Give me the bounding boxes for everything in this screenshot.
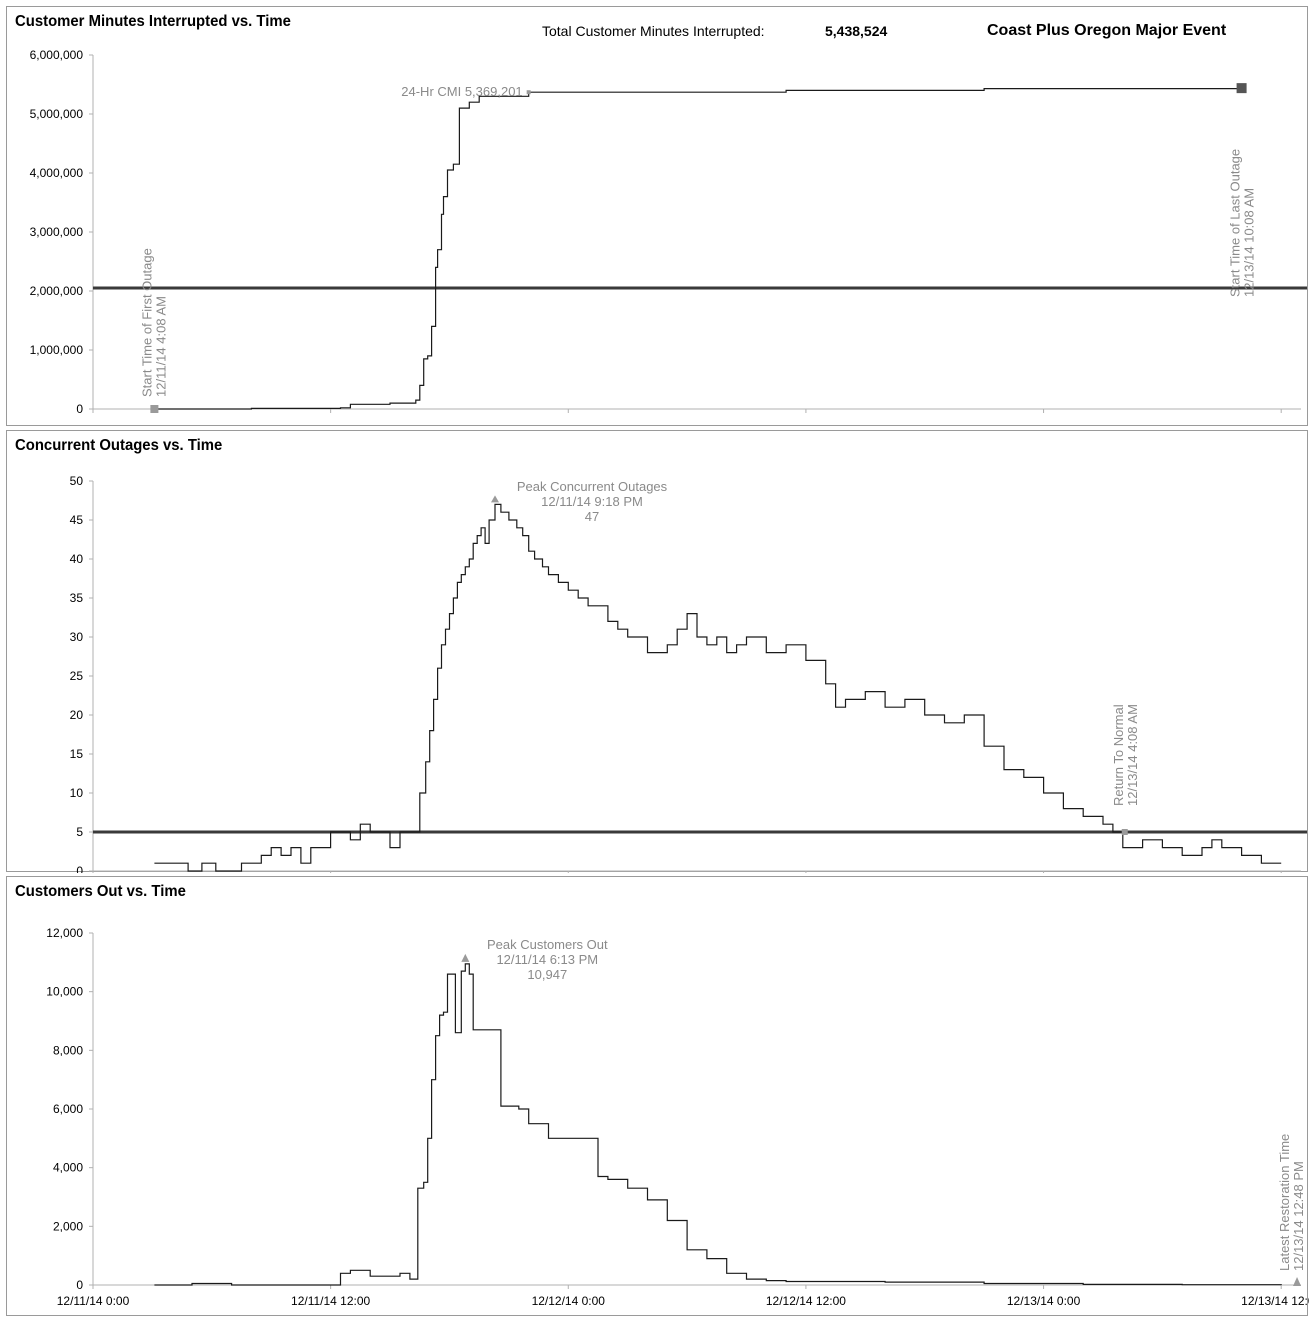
cmi-y-tick-label: 6,000,000 bbox=[30, 48, 84, 62]
customers-out-y-tick-label: 6,000 bbox=[53, 1102, 83, 1116]
cmi-chart-title: Customer Minutes Interrupted vs. Time bbox=[15, 13, 291, 30]
peak-concurrent-label: Peak Concurrent Outages bbox=[517, 479, 668, 494]
cmi-24hr-marker bbox=[526, 90, 531, 95]
cmi-chart-panel: Customer Minutes Interrupted vs. Time To… bbox=[6, 6, 1308, 426]
latest-restoration-annotation-text: 12/13/14 12:48 PM bbox=[1291, 1161, 1306, 1271]
concurrent-y-tick-label: 15 bbox=[70, 747, 84, 761]
concurrent-outages-chart-plot: 0 5 10 15 20 25 30 35 40 45 50 Peak Concurrent Outa… bbox=[70, 474, 1307, 873]
cmi-y-tick-label: 5,000,000 bbox=[30, 107, 84, 121]
cmi-chart-plot: 0 1,000,000 2,000,000 3,000,000 4,000,000 5,0… bbox=[30, 48, 1307, 416]
cmi-y-tick-label: 3,000,000 bbox=[30, 225, 84, 239]
customers-out-chart-panel: Customers Out vs. Time 0 2,000 4,000 6,000 8… bbox=[6, 876, 1309, 1316]
concurrent-outages-chart-title: Concurrent Outages vs. Time bbox=[15, 437, 223, 454]
customers-out-y-tick-label: 2,000 bbox=[53, 1219, 83, 1233]
first-outage-annotation-text: 12/11/14 4:08 AM bbox=[153, 296, 168, 397]
concurrent-y-tick-label: 10 bbox=[70, 786, 84, 800]
customers-out-chart-plot: 0 2,000 4,000 6,000 8,000 10,000 12,000 12/11/1… bbox=[46, 926, 1309, 1308]
first-outage-annotation: Start Time of First Outage 12/11/14 4:08 … bbox=[139, 248, 168, 397]
peak-concurrent-marker bbox=[491, 495, 500, 503]
concurrent-y-tick-label: 35 bbox=[70, 591, 84, 605]
x-tick-label: 12/12/14 0:00 bbox=[532, 1294, 606, 1308]
concurrent-y-tick-label: 25 bbox=[70, 669, 84, 683]
last-outage-annotation: Start Time of Last Outage 12/13/14 10:08 … bbox=[1228, 149, 1257, 297]
first-outage-marker bbox=[150, 405, 159, 413]
return-to-normal-marker bbox=[1121, 829, 1128, 835]
peak-concurrent-label: 12/11/14 9:18 PM bbox=[541, 494, 643, 509]
peak-customers-label: 10,947 bbox=[527, 967, 567, 982]
last-outage-annotation-text: Start Time of Last Outage bbox=[1228, 149, 1243, 297]
x-tick-label: 12/13/14 0:00 bbox=[1007, 1294, 1081, 1308]
latest-restoration-annotation: Latest Restoration Time 12/13/14 12:48 PM bbox=[1277, 1134, 1306, 1271]
cmi-y-tick-label: 2,000,000 bbox=[30, 284, 84, 298]
concurrent-y-tick-label: 45 bbox=[70, 513, 84, 527]
concurrent-outages-chart-panel: Concurrent Outages vs. Time 0 5 10 15 20 25 30… bbox=[6, 430, 1308, 873]
return-to-normal-annotation: Return To Normal 12/13/14 4:08 AM bbox=[1111, 704, 1140, 806]
first-outage-annotation-text: Start Time of First Outage bbox=[139, 248, 154, 397]
cmi-y-tick-label: 0 bbox=[76, 402, 83, 416]
customers-out-y-tick-label: 12,000 bbox=[46, 926, 83, 940]
x-tick-label: 12/13/14 12:00 bbox=[1241, 1294, 1309, 1308]
cmi-series-line bbox=[154, 88, 1243, 410]
concurrent-y-tick-label: 30 bbox=[70, 630, 84, 644]
cmi-24hr-label: 24-Hr CMI 5,369,201 bbox=[401, 84, 522, 99]
peak-customers-label: 12/11/14 6:13 PM bbox=[496, 952, 598, 967]
concurrent-y-tick-label: 20 bbox=[70, 708, 84, 722]
peak-customers-marker bbox=[461, 953, 470, 962]
total-cmi-label: Total Customer Minutes Interrupted: bbox=[542, 23, 765, 39]
x-tick-label: 12/11/14 0:00 bbox=[57, 1294, 130, 1308]
concurrent-y-tick-label: 5 bbox=[76, 825, 83, 839]
customers-out-chart-title: Customers Out vs. Time bbox=[15, 883, 186, 900]
total-cmi-value: 5,438,524 bbox=[825, 23, 888, 39]
customers-out-y-tick-label: 10,000 bbox=[46, 985, 83, 999]
last-outage-annotation-text: 12/13/14 10:08 AM bbox=[1242, 188, 1257, 297]
customers-out-y-tick-label: 0 bbox=[76, 1278, 83, 1292]
cmi-y-tick-label: 1,000,000 bbox=[30, 343, 84, 357]
latest-restoration-marker bbox=[1293, 1277, 1302, 1286]
event-title: Coast Plus Oregon Major Event bbox=[987, 22, 1227, 39]
customers-out-y-tick-label: 4,000 bbox=[53, 1161, 83, 1175]
concurrent-y-tick-label: 0 bbox=[76, 864, 83, 873]
cmi-y-tick-label: 4,000,000 bbox=[30, 166, 84, 180]
peak-customers-label: Peak Customers Out bbox=[487, 937, 608, 952]
latest-restoration-annotation-text: Latest Restoration Time bbox=[1277, 1134, 1292, 1271]
x-tick-label: 12/12/14 12:00 bbox=[766, 1294, 846, 1308]
return-to-normal-annotation-text: Return To Normal bbox=[1111, 704, 1126, 806]
concurrent-y-tick-label: 50 bbox=[70, 474, 84, 488]
last-outage-marker bbox=[1236, 83, 1247, 94]
x-tick-label: 12/11/14 12:00 bbox=[291, 1294, 371, 1308]
concurrent-y-tick-label: 40 bbox=[70, 552, 84, 566]
return-to-normal-annotation-text: 12/13/14 4:08 AM bbox=[1125, 704, 1140, 806]
concurrent-series-line bbox=[154, 503, 1282, 872]
peak-concurrent-label: 47 bbox=[585, 509, 599, 524]
customers-out-y-tick-label: 8,000 bbox=[53, 1043, 83, 1057]
customers-out-series-line bbox=[154, 963, 1282, 1286]
